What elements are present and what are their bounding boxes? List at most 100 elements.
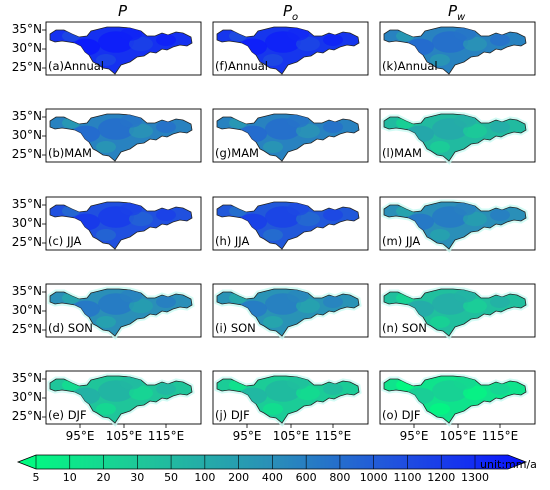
lat-tick-label: 25°N xyxy=(11,322,42,336)
intensity-patch xyxy=(430,229,450,241)
basin-texture xyxy=(396,289,510,328)
intensity-patch xyxy=(263,403,283,415)
map-panel xyxy=(379,370,536,428)
intensity-patch xyxy=(287,27,309,41)
colorbar-unit-label: unit:mm/a xyxy=(480,458,537,471)
intensity-patch xyxy=(120,202,142,216)
panel-label: (d) SON xyxy=(48,321,93,335)
intensity-patch xyxy=(454,202,476,216)
intensity-patch xyxy=(490,383,510,395)
lat-tick-label: 30°N xyxy=(11,216,42,230)
intensity-patch xyxy=(323,34,343,46)
colorbar-tick-label: 50 xyxy=(164,471,179,484)
intensity-patch xyxy=(129,298,153,314)
lat-tick-label: 35°N xyxy=(11,371,42,385)
intensity-patch xyxy=(120,289,142,303)
map-panel xyxy=(212,108,369,163)
intensity-patch xyxy=(287,376,309,390)
basin-texture xyxy=(229,114,343,153)
intensity-patch xyxy=(156,34,176,46)
intensity-patch xyxy=(287,289,309,303)
map-panel xyxy=(42,370,202,428)
intensity-patch xyxy=(263,229,283,241)
map-panel xyxy=(212,21,369,76)
lat-tick-label: 25°N xyxy=(11,60,42,74)
panel-label: (o) DJF xyxy=(382,408,421,422)
panel-label: (m) JJA xyxy=(382,234,421,248)
intensity-patch xyxy=(296,36,320,52)
intensity-patch xyxy=(490,121,510,133)
panel-label: (e) DJF xyxy=(48,408,87,422)
map-panel xyxy=(379,21,536,76)
colorbar-bar xyxy=(16,454,528,470)
map-panel-grid xyxy=(42,21,536,428)
lat-tick-label: 35°N xyxy=(11,197,42,211)
intensity-patch xyxy=(263,141,283,153)
intensity-patch xyxy=(156,296,176,308)
panel-label: (h) JJA xyxy=(215,234,250,248)
panel-label: (b)MAM xyxy=(48,146,92,160)
intensity-patch xyxy=(287,202,309,216)
column-title-p: P xyxy=(118,2,128,20)
lon-tick-label: 115°E xyxy=(481,429,519,443)
lon-tick-label: 95°E xyxy=(399,429,429,443)
lat-tick-label: 25°N xyxy=(11,235,42,249)
panel-label: (j) DJF xyxy=(215,408,250,422)
lon-tick-label: 95°E xyxy=(65,429,95,443)
lat-tick-label: 25°N xyxy=(11,147,42,161)
intensity-patch xyxy=(129,385,153,401)
map-panel xyxy=(42,283,202,340)
intensity-patch xyxy=(490,296,510,308)
intensity-patch xyxy=(96,54,116,66)
intensity-patch xyxy=(463,298,487,314)
intensity-patch xyxy=(96,403,116,415)
intensity-patch xyxy=(454,27,476,41)
map-panel xyxy=(42,196,202,251)
intensity-patch xyxy=(430,54,450,66)
basin-texture xyxy=(229,376,343,415)
intensity-patch xyxy=(129,123,153,139)
panel-label: (l)MAM xyxy=(382,146,422,160)
colorbar-tick-label: 200 xyxy=(228,471,250,484)
panel-label: (n) SON xyxy=(382,321,427,335)
panel-label: (c) JJA xyxy=(48,234,82,248)
panel-label: (f)Annual xyxy=(215,59,268,73)
colorbar-tick-label: 1200 xyxy=(427,471,456,484)
lat-tick-label: 30°N xyxy=(11,390,42,404)
intensity-patch xyxy=(296,385,320,401)
map-panel xyxy=(379,108,536,165)
intensity-patch xyxy=(129,211,153,227)
intensity-patch xyxy=(129,36,153,52)
colorbar-tick-label: 5 xyxy=(32,471,40,484)
intensity-patch xyxy=(156,383,176,395)
intensity-patch xyxy=(296,211,320,227)
basin-texture xyxy=(396,202,510,241)
intensity-patch xyxy=(96,229,116,241)
map-panel xyxy=(212,370,369,428)
lat-tick-label: 30°N xyxy=(11,128,42,142)
intensity-patch xyxy=(490,209,510,221)
intensity-patch xyxy=(454,289,476,303)
panel-label: (i) SON xyxy=(215,321,256,335)
basin-texture xyxy=(396,114,510,153)
intensity-patch xyxy=(430,403,450,415)
intensity-patch xyxy=(156,121,176,133)
intensity-patch xyxy=(454,376,476,390)
intensity-patch xyxy=(463,123,487,139)
intensity-patch xyxy=(454,114,476,128)
basin-texture xyxy=(62,27,176,66)
map-panel xyxy=(42,21,202,76)
panel-label: (g)MAM xyxy=(215,146,259,160)
colorbar-tick-label: 800 xyxy=(329,471,351,484)
intensity-patch xyxy=(120,114,142,128)
colorbar-tick-label: 1300 xyxy=(461,471,489,484)
map-panel xyxy=(212,283,369,340)
intensity-patch xyxy=(323,121,343,133)
colorbar-tick-label: 20 xyxy=(96,471,111,484)
lon-tick-label: 105°E xyxy=(439,429,477,443)
colorbar-tick-label: 400 xyxy=(261,471,283,484)
lat-tick-label: 25°N xyxy=(11,409,42,423)
intensity-patch xyxy=(430,141,450,153)
intensity-patch xyxy=(156,209,176,221)
